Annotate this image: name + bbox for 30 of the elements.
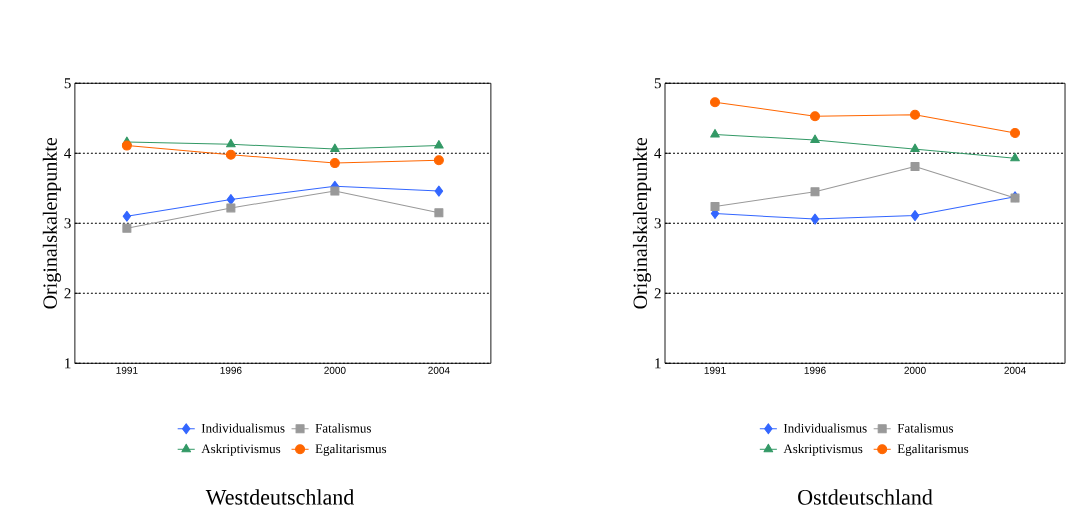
legend-label: Individualismus — [201, 423, 285, 433]
y-tick-label: 1 — [65, 358, 71, 369]
x-tick-label: 1996 — [804, 366, 826, 374]
legend-label: Egalitarismus — [315, 444, 387, 456]
y-axis-title: Originalskalenpunkte — [42, 137, 61, 309]
x-tick-label: 1991 — [704, 366, 726, 374]
legend-label: Askriptivismus — [201, 444, 281, 456]
y-tick-label: 3 — [654, 218, 661, 229]
x-tick-label: 1991 — [116, 366, 138, 374]
y-tick-label: 2 — [654, 288, 661, 299]
y-tick-label: 5 — [654, 78, 661, 89]
x-tick-label: 2000 — [904, 366, 926, 374]
x-tick-label: 1996 — [220, 366, 242, 374]
x-tick-label: 2004 — [1004, 366, 1026, 374]
x-tick-label: 2004 — [428, 366, 450, 374]
y-tick-label: 4 — [654, 148, 662, 159]
legend-label: Fatalismus — [315, 423, 371, 433]
y-tick-label: 1 — [655, 358, 661, 369]
legend-label: Fatalismus — [897, 423, 954, 433]
legend-label: Individualismus — [783, 423, 867, 433]
x-tick-label: 2000 — [324, 366, 346, 374]
legend-label: Askriptivismus — [783, 444, 863, 456]
y-tick-label: 4 — [64, 148, 72, 159]
text: Westdeutschland — [205, 489, 355, 505]
y-axis-title: Originalskalenpunkte — [632, 137, 652, 309]
text: Ostdeutschland — [798, 489, 933, 505]
y-tick-label: 5 — [64, 78, 71, 89]
legend-label: Egalitarismus — [897, 444, 969, 456]
y-tick-label: 2 — [64, 288, 71, 299]
y-tick-label: 3 — [64, 218, 71, 229]
